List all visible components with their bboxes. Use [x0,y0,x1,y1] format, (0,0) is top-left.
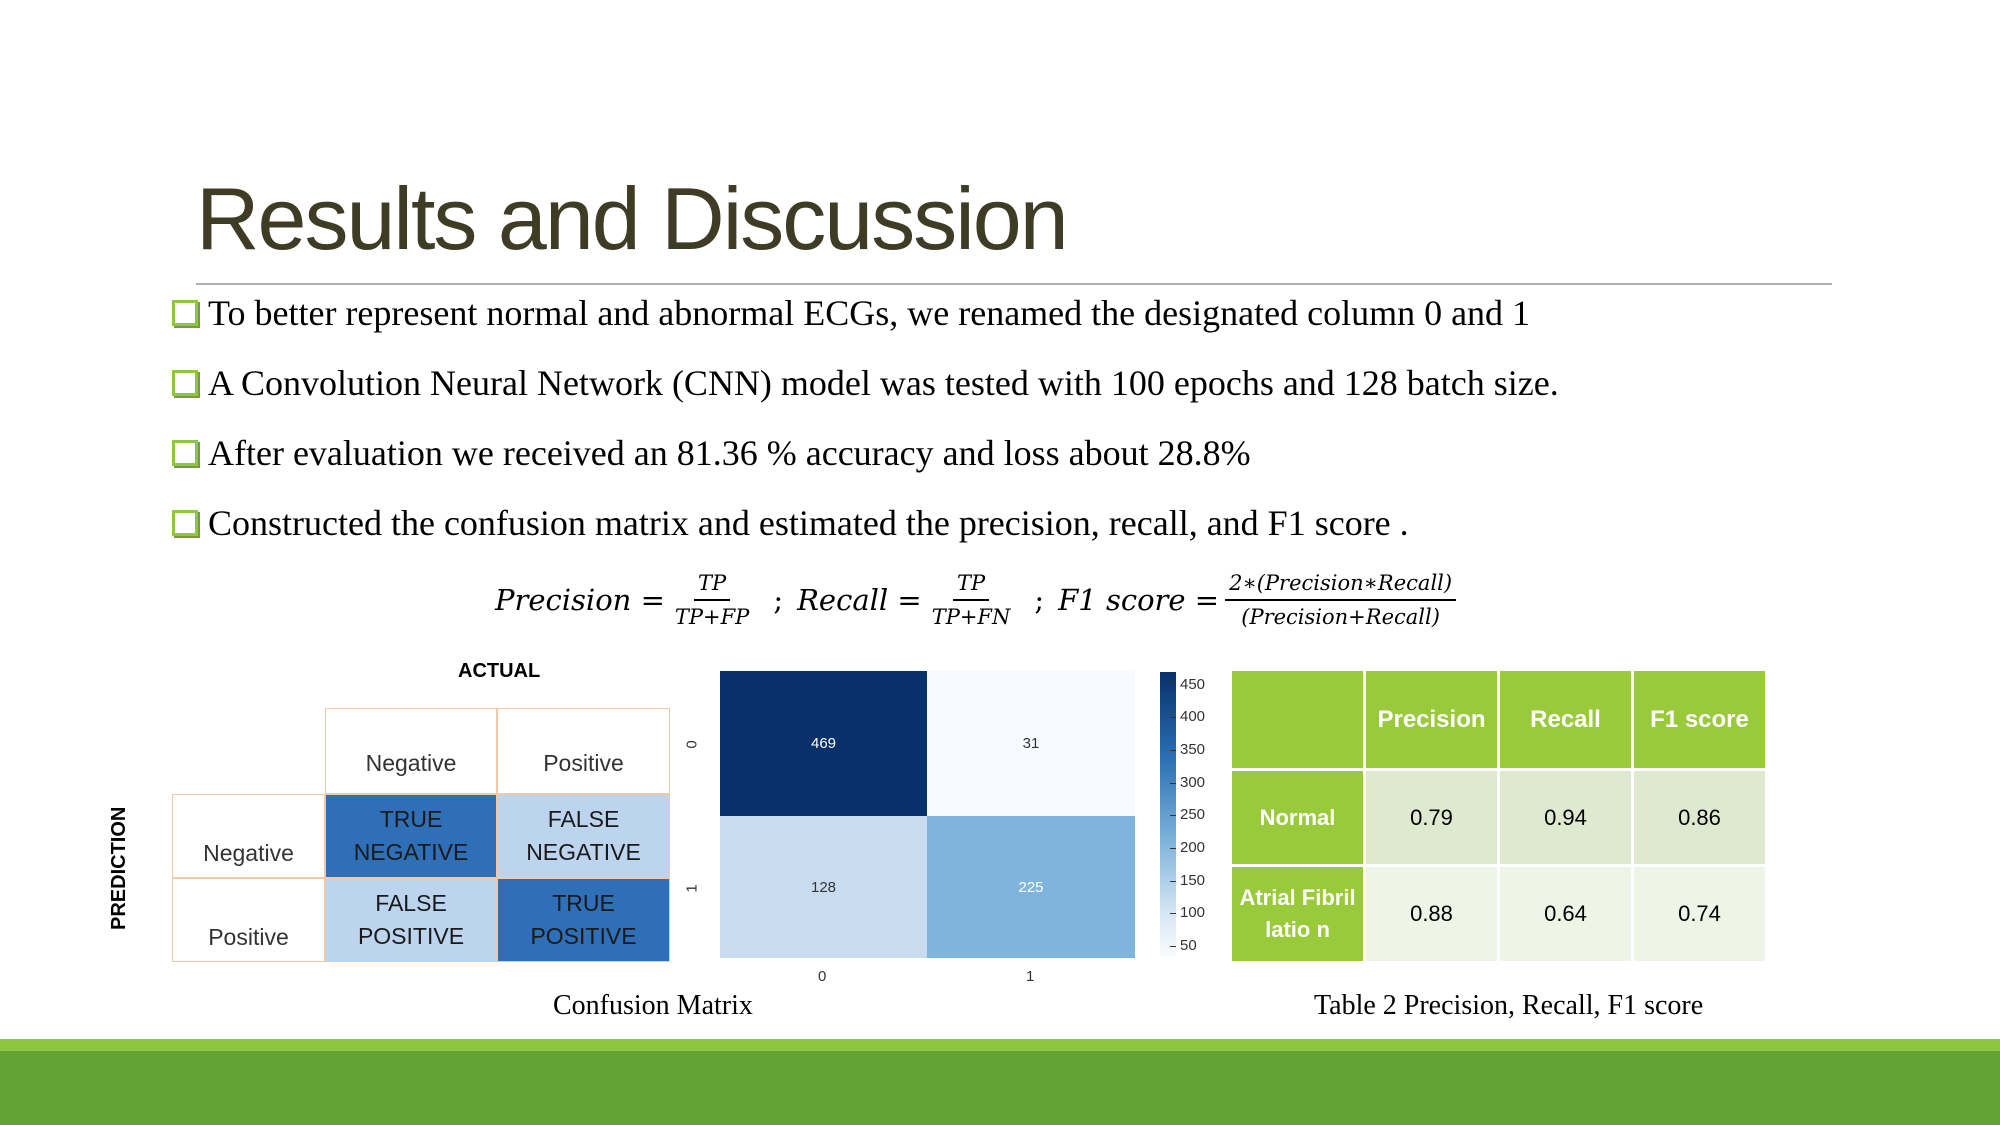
recall-numerator: TP [952,571,990,601]
metrics-cell: 0.94 [1500,771,1631,864]
slide-title: Results and Discussion [196,169,1069,268]
precision-denominator: TP+FP [674,605,750,629]
heatmap-cell-1-0: 128 [720,816,927,958]
metrics-cell: 0.64 [1500,867,1631,961]
colorbar-tick: 350 [1169,741,1206,758]
bullet-4: Constructed the confusion matrix and est… [172,502,1409,544]
formula-separator: ; [773,583,784,617]
colorbar-tick: 300 [1169,774,1206,791]
heatmap-cell-0-1: 31 [927,671,1135,816]
cell-false-negative: FALSE NEGATIVE [497,794,670,878]
metrics-cell: 0.79 [1366,771,1497,864]
metrics-formula: Precision = TP TP+FP ; Recall = TP TP+FN… [495,565,1515,635]
bullet-1-text: To better represent normal and abnormal … [208,293,1531,333]
metrics-header-precision: Precision [1366,671,1497,768]
recall-fraction: TP TP+FN [928,571,1015,629]
precision-fraction: TP TP+FP [671,571,753,629]
heatmap-x-tick: 0 [818,968,827,985]
colorbar-tick: 200 [1169,839,1206,856]
heatmap-y-tick: 0 [683,740,701,749]
heatmap-cell-1-1: 225 [927,816,1135,958]
colorbar-tick: 150 [1169,872,1206,889]
metrics-row-label-normal: Normal [1232,771,1363,864]
metrics-cell: 0.88 [1366,867,1497,961]
metrics-header-f1: F1 score [1634,671,1765,768]
metrics-row-label-af: Atrial Fibrillatio n [1232,867,1363,961]
bullet-3-text: After evaluation we received an 81.36 % … [208,433,1251,473]
footer-bar [0,1051,2000,1125]
footer-stripe [0,1039,2000,1051]
bullet-4-text: Constructed the confusion matrix and est… [208,503,1409,543]
title-divider [196,283,1832,285]
col-header-positive: Positive [497,708,670,794]
actual-label: ACTUAL [458,660,541,682]
cell-true-positive: TRUE POSITIVE [497,878,670,962]
checkbox-bullet-icon [172,510,198,536]
heatmap-colorbar [1160,672,1176,956]
checkbox-bullet-icon [172,440,198,466]
bullet-3: After evaluation we received an 81.36 % … [172,432,1251,474]
prediction-label: PREDICTION [108,806,130,930]
cell-true-negative: TRUE NEGATIVE [325,794,497,878]
f1-numerator: 2∗(Precision∗Recall) [1225,571,1457,601]
metrics-cell: 0.74 [1634,867,1765,961]
metrics-cell: 0.86 [1634,771,1765,864]
metrics-header-corner [1232,671,1363,768]
formula-separator: ; [1034,583,1045,617]
f1-fraction: 2∗(Precision∗Recall) (Precision+Recall) [1225,571,1457,629]
col-header-negative: Negative [325,708,497,794]
checkbox-bullet-icon [172,370,198,396]
row-header-negative: Negative [172,794,325,878]
precision-lhs: Precision = [495,583,665,617]
heatmap-cell-0-0: 469 [720,671,927,816]
f1-lhs: F1 score = [1058,583,1220,617]
f1-denominator: (Precision+Recall) [1241,605,1440,629]
heatmap-x-tick: 1 [1026,968,1035,985]
colorbar-tick: 400 [1169,708,1206,725]
metrics-caption: Table 2 Precision, Recall, F1 score [1314,990,1704,1021]
cell-false-positive: FALSE POSITIVE [325,878,497,962]
recall-lhs: Recall = [797,583,922,617]
bullet-1: To better represent normal and abnormal … [172,292,1530,334]
recall-denominator: TP+FN [931,605,1011,629]
bullet-2-text: A Convolution Neural Network (CNN) model… [208,363,1559,403]
colorbar-tick: 450 [1169,676,1206,693]
checkbox-bullet-icon [172,300,198,326]
heatmap-y-tick: 1 [683,884,701,893]
colorbar-tick: 100 [1169,904,1206,921]
row-header-positive: Positive [172,878,325,962]
colorbar-tick: 50 [1170,937,1197,954]
bullet-2: A Convolution Neural Network (CNN) model… [172,362,1559,404]
metrics-header-recall: Recall [1500,671,1631,768]
precision-numerator: TP [694,571,731,601]
colorbar-tick: 250 [1169,806,1206,823]
confusion-caption: Confusion Matrix [553,990,753,1021]
